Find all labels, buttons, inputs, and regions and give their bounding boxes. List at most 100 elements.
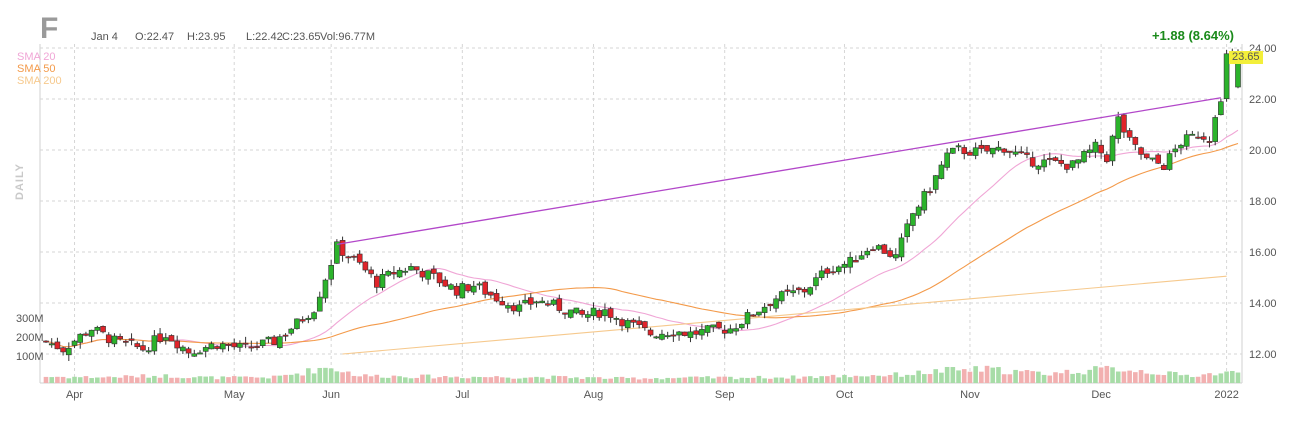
volume-bar [796,378,802,383]
sma50-line [45,142,1239,348]
volume-bar [368,376,374,383]
candle-body [60,347,66,353]
candle-body [613,318,620,320]
candle-body [995,146,1002,151]
candle-body [778,291,785,302]
candle-body [1007,150,1013,153]
volume-bar [1195,376,1201,383]
candle-body [841,263,848,268]
candle-body [875,245,882,250]
volume-bar [847,377,853,383]
candle-body [721,330,728,334]
candle-body [453,285,460,296]
candle-body [225,343,232,346]
volume-bar [939,372,944,383]
candle-body [1092,141,1099,153]
candle-body [356,253,363,263]
volume-bar [1030,371,1035,383]
volume-tick-label: 200M [16,332,44,344]
candle-body [550,299,557,305]
candle-body [938,164,945,179]
candle-body [716,321,722,329]
volume-bar [904,374,910,383]
volume-bar [648,378,653,383]
volume-bar [836,377,842,383]
volume-bar [1155,374,1161,383]
volume-bar [887,374,893,383]
volume-bar [191,377,197,383]
volume-bar [562,376,568,383]
candle-body [505,305,511,309]
volume-bar [1218,373,1224,383]
volume-bar [636,379,642,383]
volume-bar [152,375,157,383]
legend-sma200[interactable]: SMA 200 [17,75,62,87]
volume-bar [1229,370,1235,383]
volume-bar [437,377,442,383]
volume-bar [602,378,608,383]
candle-body [1001,148,1007,153]
last-price-badge: 23.65 [1229,51,1263,64]
volume-bar [465,378,471,383]
candle-body [898,237,905,258]
volume-bar [807,376,813,383]
candle-body [1098,144,1104,154]
candle-body [847,256,853,268]
volume-bar [163,374,169,383]
candle-body [539,300,545,304]
candle-body [1183,134,1190,147]
volume-bar [283,374,288,383]
candle-body [796,287,802,291]
candle-body [573,307,580,314]
candle-body [1109,135,1116,162]
candle-body [339,240,346,256]
volume-bar [288,374,294,383]
candle-body [54,341,61,350]
candle-body [1206,141,1213,143]
candle-body [881,244,888,254]
legend-sma20[interactable]: SMA 20 [17,51,56,63]
volume-bar [1110,367,1115,383]
candle-body [1058,159,1064,164]
trendline[interactable] [336,97,1221,245]
volume-bar [1115,371,1121,383]
candle-body [282,334,289,337]
candle-body [984,145,990,152]
candle-body [134,343,141,348]
candle-body [835,266,842,273]
volume-bar [300,375,305,383]
volume-bar [72,376,77,383]
candle-body [66,348,72,356]
candle-body [259,339,266,346]
candle-body [1012,151,1019,155]
candle-body [676,331,682,336]
candle-body [590,307,597,317]
volume-bar [551,375,556,383]
price-tick-label: 12.00 [1249,349,1277,361]
volume-bar [779,377,785,383]
candle-body [1121,114,1127,133]
candle-body [567,309,574,318]
volume-bar [722,376,727,383]
candle-body [1161,165,1167,170]
volume-bar [448,377,454,383]
candle-body [607,308,614,318]
legend-sma50[interactable]: SMA 50 [17,63,56,75]
candlesticks[interactable] [43,48,1241,361]
candle-body [1172,148,1179,153]
volume-bar [249,376,254,383]
candle-body [88,329,95,337]
volume-bar [1190,377,1195,383]
volume-bar [785,378,790,383]
candle-body [385,271,392,276]
candle-body [391,272,397,275]
candle-body [413,266,420,271]
volume-bar [77,377,83,383]
volume-bar [979,371,984,383]
candle-body [733,328,739,332]
candle-body [237,343,243,348]
volume-bar [1212,375,1218,383]
candle-body [927,191,933,194]
